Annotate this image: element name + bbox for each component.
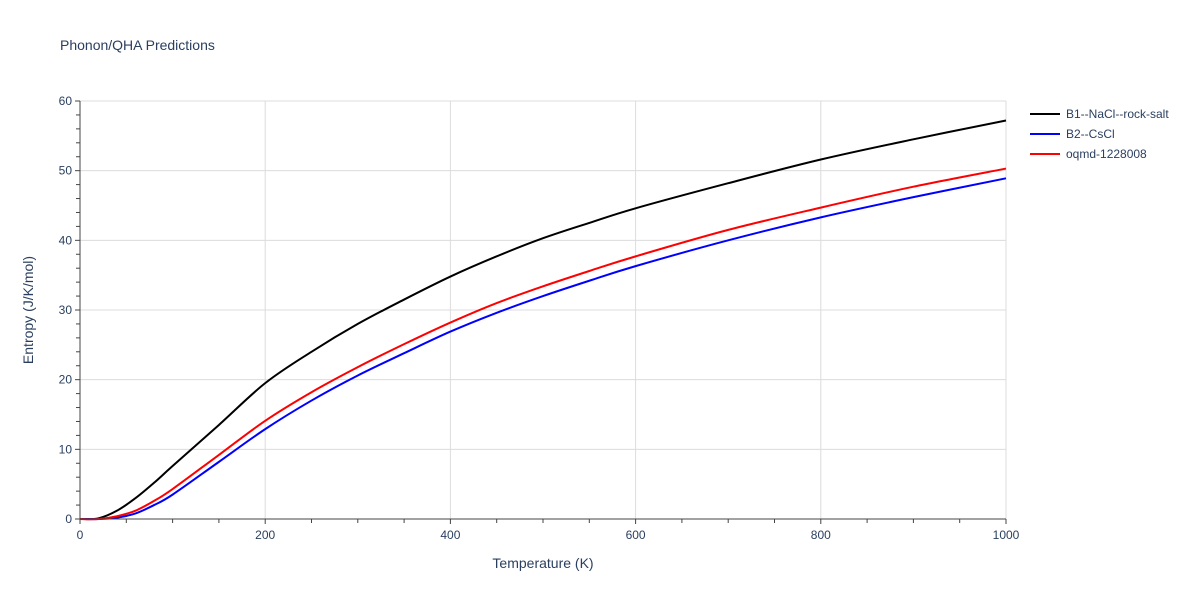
y-tick-label: 10 xyxy=(59,442,73,456)
series-line-oqmd-1228008 xyxy=(79,167,1007,521)
y-axis-label: Entropy (J/K/mol) xyxy=(20,256,36,364)
legend-item[interactable]: oqmd-1228008 xyxy=(1030,147,1147,161)
legend-item[interactable]: B2--CsCl xyxy=(1030,127,1115,141)
y-tick-label: 50 xyxy=(59,164,73,178)
y-tick-label: 0 xyxy=(65,512,72,526)
y-tick-label: 40 xyxy=(59,233,73,247)
axes: 0 200 400 600 800 1000 0 10 20 30 40 50 60 xyxy=(59,94,1020,542)
gridlines xyxy=(80,100,1007,519)
legend-label: B1--NaCl--rock-salt xyxy=(1066,107,1169,121)
legend-item[interactable]: B1--NaCl--rock-salt xyxy=(1030,107,1169,121)
legend-label: B2--CsCl xyxy=(1066,127,1115,141)
y-tick-label: 20 xyxy=(59,373,73,387)
series-line-B2--CsCl xyxy=(79,177,1007,521)
series-line-B1--NaCl--rock-salt xyxy=(79,119,1007,521)
x-tick-label: 400 xyxy=(440,528,460,542)
series-lines xyxy=(79,119,1007,521)
x-tick-label: 200 xyxy=(255,528,275,542)
x-axis-label: Temperature (K) xyxy=(492,555,593,571)
x-tick-label: 600 xyxy=(626,528,646,542)
x-tick-label: 1000 xyxy=(993,528,1020,542)
legend-label: oqmd-1228008 xyxy=(1066,147,1147,161)
chart-title: Phonon/QHA Predictions xyxy=(60,37,215,53)
y-tick-label: 30 xyxy=(59,303,73,317)
y-tick-label: 60 xyxy=(59,94,73,108)
x-tick-label: 800 xyxy=(811,528,831,542)
x-tick-label: 0 xyxy=(77,528,84,542)
legend[interactable]: B1--NaCl--rock-salt B2--CsCl oqmd-1228008 xyxy=(1030,107,1169,161)
